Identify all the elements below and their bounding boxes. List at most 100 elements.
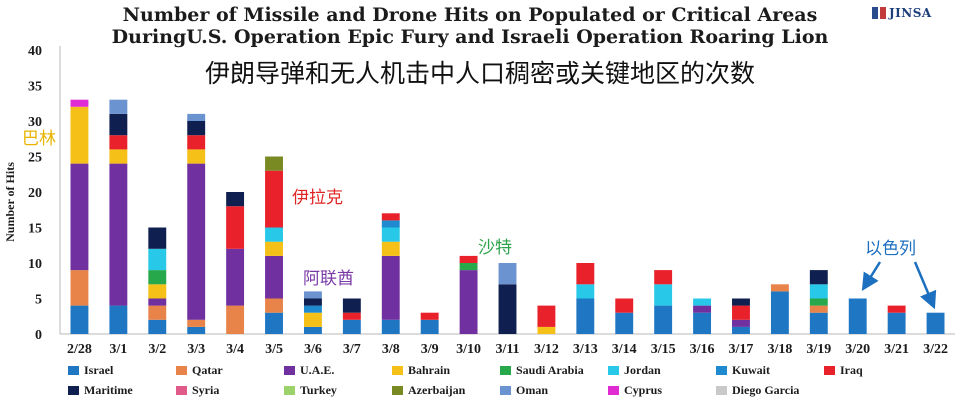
y-tick-label: 35 [28, 80, 42, 95]
chart-subtitle-chinese: 伊朗导弹和无人机击中人口稠密或关键地区的次数 [204, 59, 755, 88]
bar-segment-u-a-e- [148, 298, 167, 306]
x-tick-label: 3/5 [265, 342, 283, 357]
x-tick-label: 3/19 [806, 342, 831, 357]
bar-segment-u-a-e- [109, 163, 128, 306]
bar-segment-bahrain [187, 149, 206, 164]
x-tick-label: 3/15 [651, 342, 676, 357]
legend-label: Azerbaijan [408, 382, 466, 397]
legend-swatch [716, 365, 727, 375]
legend-swatch [500, 385, 511, 395]
legend-item: Syria [176, 382, 284, 398]
bar-segment-iraq [576, 263, 595, 285]
legend-label: Kuwait [732, 362, 771, 377]
bar-segment-kuwait [381, 220, 400, 228]
x-tick-label: 3/3 [187, 342, 205, 357]
bar-segment-iraq [732, 305, 750, 320]
jinsa-logo: JINSA [872, 6, 932, 20]
annotation-israel: 以色列 [865, 239, 916, 259]
bar-segment-israel [615, 312, 634, 334]
bar-segment-bahrain [148, 284, 167, 299]
legend-item: Saudi Arabia [500, 362, 608, 378]
legend-item: Diego Garcia [716, 382, 824, 398]
legend-item: Qatar [176, 362, 284, 378]
bar-segment-qatar [770, 284, 789, 292]
bar-segment-iraq [459, 255, 478, 263]
x-tick-label: 3/17 [729, 342, 754, 357]
bar-segment-qatar [265, 298, 283, 313]
x-tick-label: 2/28 [67, 342, 92, 357]
bar-segment-u-a-e- [381, 255, 400, 320]
jinsa-flag-icon [872, 7, 886, 19]
legend-label: Saudi Arabia [516, 362, 584, 377]
x-tick-label: 3/6 [304, 342, 322, 357]
legend-swatch [392, 365, 403, 375]
x-tick-label: 3/7 [343, 342, 361, 357]
bar-segment-cyprus [70, 99, 89, 107]
y-axis-title: Number of Hits [3, 162, 17, 242]
bar-segment-israel [809, 312, 828, 334]
bar-segment-iraq [187, 135, 206, 150]
bar-segment-u-a-e- [265, 255, 283, 299]
legend-label: Oman [516, 382, 549, 397]
legend-swatch [716, 385, 727, 395]
bar-segment-oman [303, 291, 322, 299]
legend-label: Jordan [624, 362, 661, 377]
legend-swatch [500, 365, 511, 375]
legend-item: Cyprus [608, 382, 716, 398]
x-tick-label: 3/16 [690, 342, 715, 357]
x-tick-label: 3/1 [109, 342, 127, 357]
bar-segment-oman [498, 263, 517, 285]
y-tick-label: 25 [28, 151, 42, 166]
bar-segment-israel [732, 326, 750, 334]
x-tick-label: 3/13 [573, 342, 598, 357]
bar-segment-israel [265, 312, 283, 334]
bar-segment-u-a-e- [693, 305, 712, 313]
x-tick-label: 3/22 [923, 342, 948, 357]
bar-segment-israel [187, 326, 206, 334]
legend-swatch [176, 365, 187, 375]
y-tick-label: 0 [35, 328, 42, 343]
bar-segment-iraq [342, 312, 361, 320]
legend-swatch [176, 385, 187, 395]
bar-segment-israel [576, 298, 595, 334]
legend-swatch [68, 365, 79, 375]
bar-segment-bahrain [109, 149, 128, 164]
x-tick-label: 3/8 [382, 342, 400, 357]
bar-segment-israel [148, 319, 167, 334]
x-tick-label: 3/2 [148, 342, 166, 357]
chart-legend: Israel Qatar U.A.E. Bahrain Saudi Arabia Jord… [68, 362, 948, 398]
bar-segment-bahrain [303, 312, 322, 327]
bar-segment-u-a-e- [732, 319, 750, 327]
bar-segment-iraq [265, 170, 283, 228]
bar-segment-saudi-arabia [809, 298, 828, 306]
x-tick-label: 3/10 [456, 342, 481, 357]
bar-segment-iraq [226, 206, 245, 249]
legend-swatch [392, 385, 403, 395]
legend-label: Iraq [840, 362, 863, 377]
bar-segment-qatar [70, 270, 89, 306]
legend-item: Oman [500, 382, 608, 398]
bar-segment-iraq [109, 135, 128, 150]
x-tick-label: 3/14 [612, 342, 637, 357]
annotation-bahrain: 巴林 [22, 129, 56, 149]
bar-segment-israel [848, 298, 867, 334]
bar-segment-bahrain [265, 241, 283, 256]
jinsa-logo-text: JINSA [889, 6, 932, 20]
legend-label: U.A.E. [300, 362, 335, 377]
legend-swatch [284, 385, 295, 395]
arrow-icon [913, 261, 937, 310]
legend-label: Cyprus [624, 382, 663, 397]
x-tick-label: 3/20 [845, 342, 870, 357]
bar-segment-maritime [187, 121, 206, 136]
legend-item: Israel [68, 362, 176, 378]
bar-segment-israel [70, 305, 89, 334]
bar-segment-kuwait [303, 305, 322, 313]
bar-segment-jordan [654, 284, 673, 306]
annotation-uae: 阿联酋 [303, 269, 354, 289]
bar-segment-israel [342, 319, 361, 334]
bar-segment-maritime [226, 192, 245, 207]
bar-segment-iraq [381, 213, 400, 221]
bar-segment-saudi-arabia [148, 270, 167, 285]
